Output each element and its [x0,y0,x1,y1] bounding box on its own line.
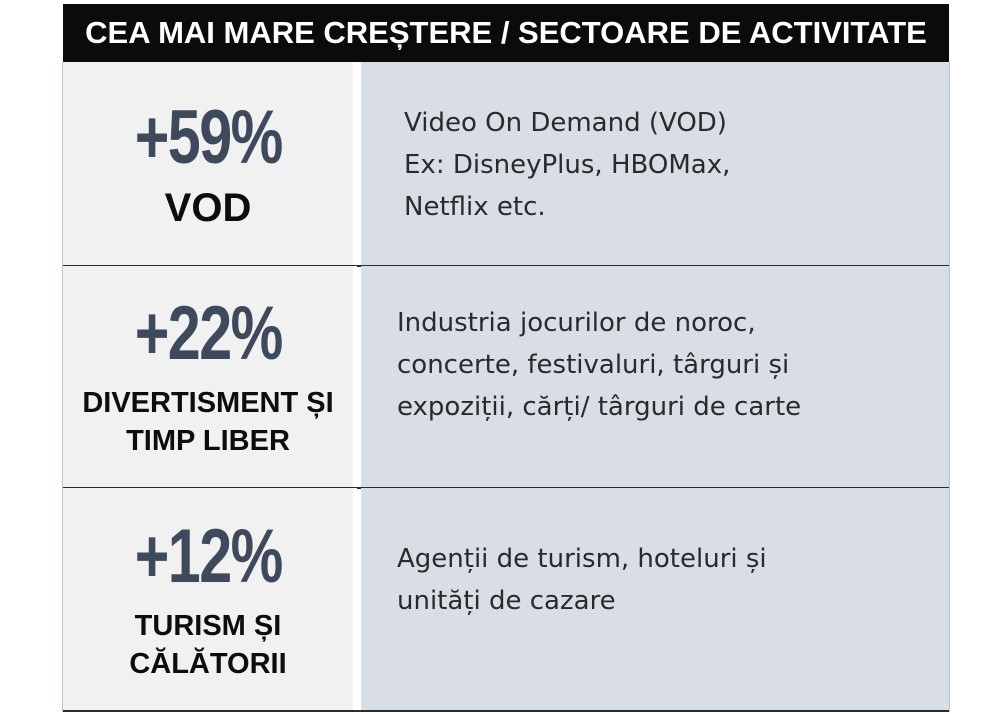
table-left-edge [62,62,63,712]
sector-name: TURISM ȘI CĂLĂTORII [129,610,287,680]
table-row-entertainment: +22% DIVERTISMENT ȘI TIMP LIBER Industri… [63,266,949,488]
growth-percent: +59% [134,95,283,180]
table-row-tourism: +12% TURISM ȘI CĂLĂTORII Agenții de turi… [63,488,949,712]
table-right-edge [949,62,950,712]
page-title: CEA MAI MARE CREȘTERE / SECTOARE DE ACTI… [85,15,927,50]
growth-cell: +12% TURISM ȘI CĂLĂTORII [63,488,357,712]
description-cell: Video On Demand (VOD) Ex: DisneyPlus, HB… [361,62,949,266]
growth-percent: +22% [134,291,283,376]
growth-table: +59% VOD Video On Demand (VOD) Ex: Disne… [63,62,949,712]
sector-name: DIVERTISMENT ȘI TIMP LIBER [82,387,334,457]
growth-cell: +59% VOD [63,62,357,266]
description-cell: Industria jocurilor de noroc, concerte, … [361,266,949,488]
sector-name: VOD [164,186,252,230]
sector-description: Video On Demand (VOD) Ex: DisneyPlus, HB… [404,108,731,222]
title-bar: CEA MAI MARE CREȘTERE / SECTOARE DE ACTI… [63,4,949,62]
row-divider [63,710,949,712]
growth-cell: +22% DIVERTISMENT ȘI TIMP LIBER [63,266,357,488]
sector-description: Industria jocurilor de noroc, concerte, … [397,308,802,422]
table-row-vod: +59% VOD Video On Demand (VOD) Ex: Disne… [63,62,949,266]
description-cell: Agenții de turism, hoteluri și unități d… [361,488,949,712]
growth-percent: +12% [134,514,283,599]
sector-description: Agenții de turism, hoteluri și unități d… [397,544,767,616]
